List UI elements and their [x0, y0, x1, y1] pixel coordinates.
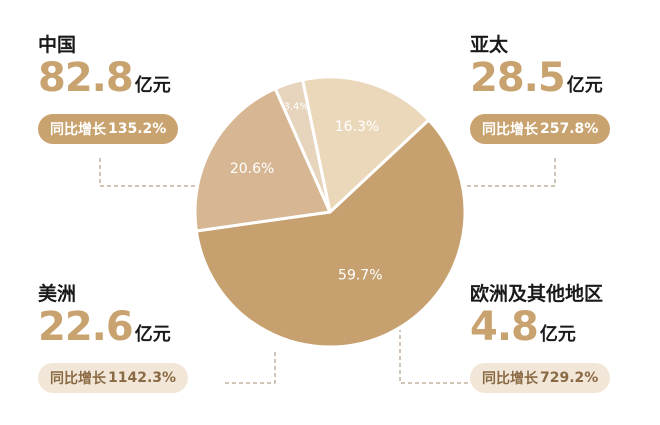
pie-slice-label: 16.3%	[335, 119, 379, 135]
growth-pill-asia-pacific: 同比增长 257.8%	[470, 114, 611, 144]
growth-label-asia-pacific: 同比增长	[482, 122, 538, 138]
amount-value-americas: 22.6	[38, 304, 134, 350]
growth-pill-europe-other: 同比增长 729.2%	[470, 363, 611, 393]
region-name-europe-other: 欧洲及其他地区	[470, 283, 604, 305]
region-name-china: 中国	[38, 34, 77, 56]
leader-line	[399, 330, 468, 384]
amount-unit-europe-other: 亿元	[539, 324, 576, 345]
amount-unit-asia-pacific: 亿元	[566, 75, 603, 96]
region-americas: 美洲 22.6 亿元 同比增长 1142.3%	[38, 283, 189, 393]
growth-label-europe-other: 同比增长	[482, 371, 538, 387]
growth-value-europe-other: 729.2%	[540, 370, 599, 386]
leader-line	[225, 350, 276, 384]
region-name-americas: 美洲	[38, 283, 77, 305]
region-name-asia-pacific: 亚太	[470, 34, 509, 56]
leader-line	[448, 158, 556, 187]
amount-china: 82.8 亿元	[38, 58, 178, 106]
amount-value-asia-pacific: 28.5	[470, 55, 566, 101]
region-asia-pacific: 亚太 28.5 亿元 同比增长 257.8%	[470, 34, 611, 144]
pie-slices	[193, 75, 467, 349]
growth-label-americas: 同比增长	[50, 371, 106, 387]
growth-value-china: 135.2%	[108, 121, 167, 137]
growth-value-americas: 1142.3%	[108, 370, 177, 386]
growth-pill-americas: 同比增长 1142.3%	[38, 363, 189, 393]
leader-lines	[99, 158, 556, 384]
region-europe-other: 欧洲及其他地区 4.8 亿元 同比增长 729.2%	[470, 283, 611, 393]
amount-europe-other: 4.8 亿元	[470, 307, 610, 355]
amount-unit-americas: 亿元	[134, 324, 171, 345]
growth-value-asia-pacific: 257.8%	[540, 121, 599, 137]
amount-value-europe-other: 4.8	[470, 304, 539, 350]
amount-value-china: 82.8	[38, 55, 134, 101]
pie-slice	[193, 87, 332, 233]
pie-slice-labels: 59.7% 20.6% 3.4% 16.3%	[230, 102, 383, 284]
growth-label-china: 同比增长	[50, 122, 106, 138]
pie-slice-label: 3.4%	[283, 102, 308, 113]
pie-slice-label: 20.6%	[230, 161, 274, 177]
leader-line	[99, 158, 212, 187]
pie-slice-label: 59.7%	[338, 267, 382, 283]
growth-pill-china: 同比增长 135.2%	[38, 114, 179, 144]
region-china: 中国 82.8 亿元 同比增长 135.2%	[38, 34, 179, 144]
amount-unit-china: 亿元	[134, 75, 171, 96]
pie-slice	[194, 118, 467, 349]
amount-asia-pacific: 28.5 亿元	[470, 58, 610, 106]
amount-americas: 22.6 亿元	[38, 307, 188, 355]
pie-slice	[301, 75, 431, 214]
